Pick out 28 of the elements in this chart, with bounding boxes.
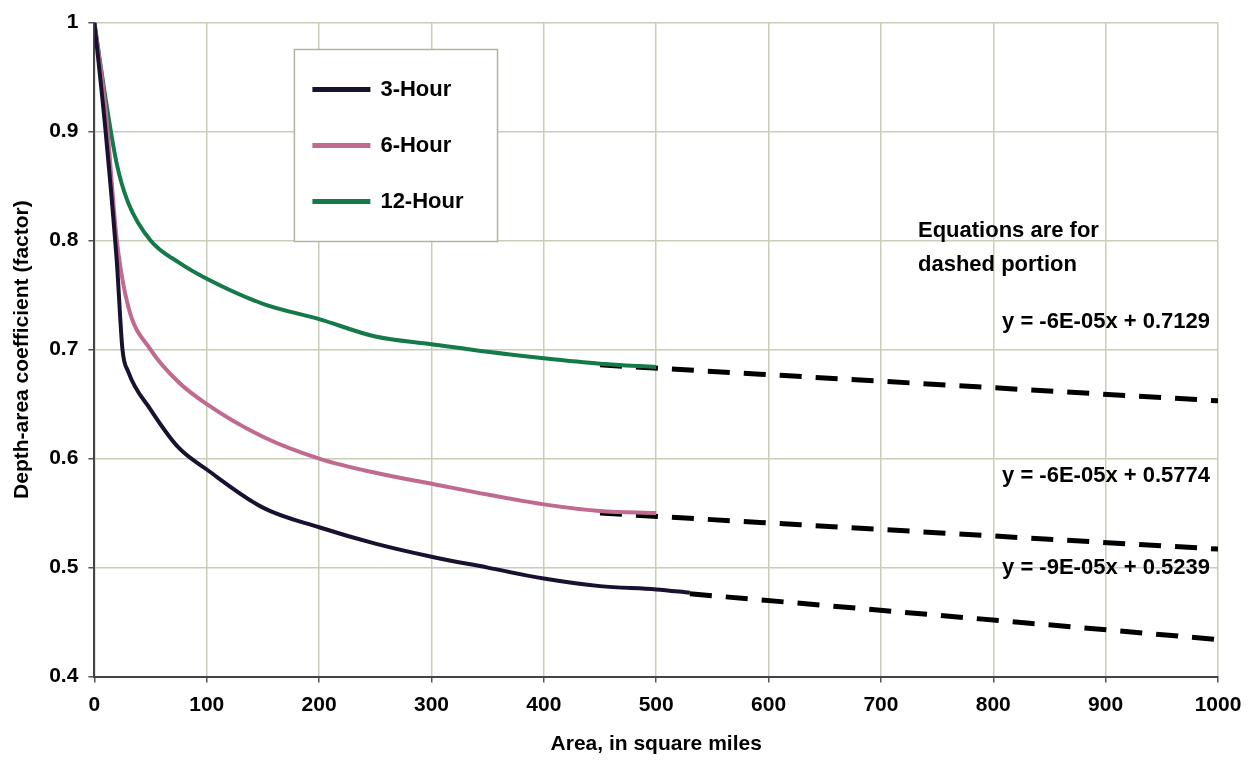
- x-tick-label: 600: [751, 692, 787, 715]
- y-tick-label: 0.9: [49, 118, 79, 142]
- y-tick-label: 0.6: [49, 445, 79, 469]
- x-tick-label: 500: [638, 692, 674, 715]
- y-tick-label: 0.4: [49, 663, 79, 687]
- y-axis-title: Depth-area coefficient (factor): [9, 200, 33, 499]
- x-tick-label: 300: [413, 692, 449, 715]
- y-tick-label: 0.7: [49, 336, 79, 360]
- legend-label: 6-Hour: [380, 131, 452, 157]
- x-tick-label: 1000: [1194, 692, 1242, 715]
- x-tick-label: 200: [301, 692, 337, 715]
- annotation: y = -6E-05x + 0.7129: [1002, 308, 1210, 334]
- annotation: Equations are for dashed portion: [918, 216, 1100, 276]
- y-tick-label: 1: [66, 9, 79, 33]
- x-tick-label: 0: [88, 692, 101, 715]
- legend-label: 12-Hour: [380, 187, 464, 213]
- annotation: y = -9E-05x + 0.5239: [1002, 553, 1210, 579]
- legend-label: 3-Hour: [380, 75, 452, 101]
- x-tick-label: 100: [189, 692, 225, 715]
- x-tick-label: 700: [863, 692, 899, 715]
- line-series: [94, 22, 692, 595]
- y-tick-label: 0.5: [49, 554, 79, 578]
- x-tick-label: 900: [1088, 692, 1124, 715]
- annotation: y = -6E-05x + 0.5774: [1002, 462, 1211, 487]
- y-tick-label: 0.8: [49, 227, 79, 251]
- x-tick-label: 400: [526, 692, 562, 715]
- x-axis-title: Area, in square miles: [550, 731, 762, 755]
- x-tick-label: 800: [975, 692, 1011, 715]
